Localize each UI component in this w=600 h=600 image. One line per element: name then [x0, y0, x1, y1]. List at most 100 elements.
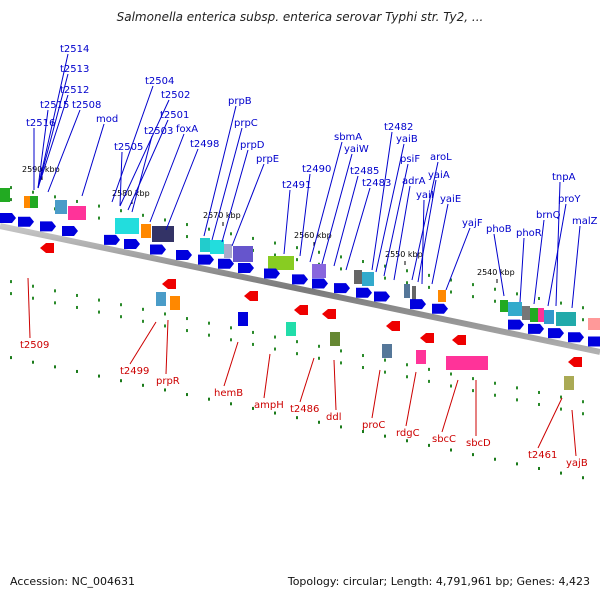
reverse-gene-arrow — [294, 305, 308, 315]
track-dot — [274, 335, 276, 339]
track-dot — [384, 370, 386, 374]
track-dot — [274, 411, 276, 415]
kbp-label: 2540 kbp — [477, 268, 515, 277]
track-dot — [516, 462, 518, 466]
gene-block — [354, 270, 362, 284]
track-dot — [538, 296, 540, 300]
track-dot — [186, 223, 188, 227]
forward-gene-label: t2502 — [161, 90, 190, 101]
track-dot — [582, 318, 584, 322]
track-dot — [296, 246, 298, 250]
forward-gene-arrow — [432, 303, 448, 314]
gene-block — [382, 344, 392, 358]
track-dot — [516, 292, 518, 296]
track-dot — [472, 377, 474, 381]
forward-gene-label: psiF — [400, 154, 420, 165]
gene-block — [268, 256, 294, 270]
track-dot — [76, 305, 78, 309]
track-dot — [406, 375, 408, 379]
track-dot — [494, 381, 496, 385]
track-dot — [406, 363, 408, 367]
track-dot — [186, 329, 188, 333]
gene-block — [416, 350, 426, 364]
track-dot — [318, 356, 320, 360]
forward-gene-arrow — [238, 262, 254, 273]
forward-gene-arrow — [62, 226, 78, 237]
track-dot — [98, 298, 100, 302]
reverse-gene-label: rdgC — [396, 428, 420, 439]
track-dot — [252, 330, 254, 334]
gene-block — [68, 206, 86, 220]
gene-block — [200, 238, 210, 252]
gene-block — [170, 296, 180, 310]
forward-gene-label: phoB — [486, 224, 512, 235]
track-dot — [120, 303, 122, 307]
kbp-label: 2580 kbp — [112, 189, 150, 198]
forward-gene-label: foxA — [176, 124, 198, 135]
reverse-gene-label: sbcD — [466, 438, 491, 449]
kbp-label: 2550 kbp — [385, 250, 423, 259]
forward-gene-label: yaiE — [440, 194, 461, 205]
track-dot — [208, 397, 210, 401]
forward-gene-label: aroL — [430, 152, 452, 163]
reverse-gene-arrow — [568, 357, 582, 367]
forward-gene-label: t2512 — [60, 85, 89, 96]
forward-gene-arrow — [588, 336, 600, 347]
forward-gene-label: brnQ — [536, 210, 561, 221]
track-dot — [450, 372, 452, 376]
forward-gene-label: t2516 — [26, 118, 55, 129]
track-dot — [318, 250, 320, 254]
forward-gene-arrow — [124, 239, 140, 250]
forward-gene-label: t2503 — [144, 126, 173, 137]
track-dot — [428, 367, 430, 371]
track-dot — [274, 253, 276, 257]
gene-block — [0, 188, 10, 202]
forward-gene-label: yajF — [462, 218, 483, 229]
gene-block — [330, 332, 340, 346]
track-dot — [472, 283, 474, 287]
track-dot — [164, 324, 166, 328]
track-dot — [406, 269, 408, 273]
forward-gene-label: prpE — [256, 154, 279, 165]
gene-block — [500, 300, 508, 312]
accession-label: Accession: NC_004631 — [10, 575, 136, 588]
track-dot — [164, 312, 166, 316]
gene-block — [538, 308, 544, 322]
forward-gene-label: t2504 — [145, 76, 174, 87]
track-dot — [582, 412, 584, 416]
gene-block — [412, 286, 416, 300]
track-dot — [582, 306, 584, 310]
track-dot — [76, 293, 78, 297]
track-dot — [450, 448, 452, 452]
forward-gene-label: t2483 — [362, 178, 391, 189]
track-dot — [54, 195, 56, 199]
track-dot — [362, 260, 364, 264]
gene-block — [312, 264, 326, 278]
forward-gene-label: yaiI — [416, 190, 434, 201]
track-dot — [208, 321, 210, 325]
track-dot — [362, 430, 364, 434]
track-dot — [384, 358, 386, 362]
reverse-gene-label: ampH — [254, 400, 284, 411]
track-dot — [296, 340, 298, 344]
track-dot — [186, 235, 188, 239]
track-dot — [142, 383, 144, 387]
gene-block — [564, 376, 574, 390]
forward-gene-label: t2485 — [350, 166, 379, 177]
genome-summary: Topology: circular; Length: 4,791,961 bp… — [287, 575, 590, 588]
track-dot — [494, 299, 496, 303]
track-dot — [538, 390, 540, 394]
forward-gene-arrow — [356, 287, 372, 298]
track-dot — [142, 307, 144, 311]
forward-gene-arrow — [528, 323, 544, 334]
forward-gene-label: t2508 — [72, 100, 101, 111]
forward-gene-arrow — [198, 254, 214, 265]
forward-gene-arrow — [104, 234, 120, 245]
track-dot — [340, 361, 342, 365]
reverse-gene-label: hemB — [214, 388, 243, 399]
track-dot — [32, 360, 34, 364]
reverse-gene-label: t2461 — [528, 450, 557, 461]
reverse-gene-label: sbcC — [432, 434, 456, 445]
track-dot — [252, 406, 254, 410]
track-dot — [142, 213, 144, 217]
